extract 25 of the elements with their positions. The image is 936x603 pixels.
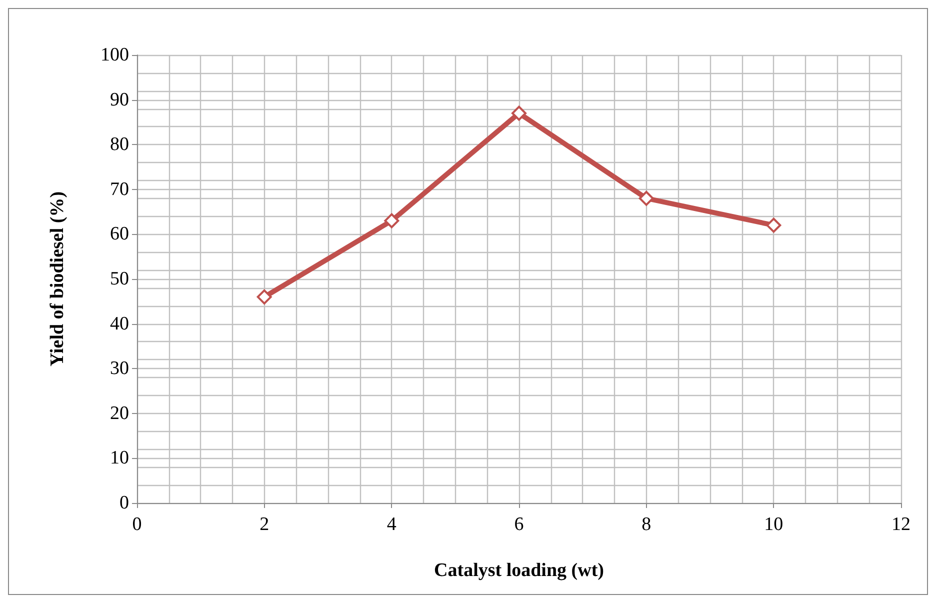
y-tick-label: 90 bbox=[110, 89, 129, 110]
y-tick-label: 40 bbox=[110, 313, 129, 334]
x-tick-label: 0 bbox=[132, 514, 142, 535]
y-tick-label: 10 bbox=[110, 448, 129, 469]
point bbox=[766, 218, 782, 233]
y-tick-label: 70 bbox=[110, 178, 129, 200]
y-tick-label: 20 bbox=[110, 402, 129, 424]
x-tick-label: 10 bbox=[764, 514, 784, 535]
x-tick-label: 12 bbox=[892, 514, 910, 535]
y-tick-label: 60 bbox=[110, 224, 129, 245]
y-axis-title: Yield of biodiesel (%) bbox=[47, 191, 68, 367]
point bbox=[256, 289, 272, 304]
y-tick-label: 100 bbox=[100, 44, 129, 66]
point bbox=[512, 106, 526, 121]
y-tick-label: 50 bbox=[110, 268, 129, 290]
x-tick-label: 2 bbox=[260, 514, 270, 535]
x-tick-label: 8 bbox=[642, 514, 652, 535]
y-tick-label: 0 bbox=[120, 492, 129, 514]
y-tick-label: 80 bbox=[110, 134, 129, 156]
point bbox=[638, 190, 654, 206]
x-tick-label: 4 bbox=[386, 514, 397, 535]
x-tick-label: 6 bbox=[514, 514, 524, 535]
x-axis-title: Catalyst loading (wt) bbox=[434, 560, 604, 581]
y-tick-label: 30 bbox=[110, 358, 129, 380]
point bbox=[384, 213, 400, 228]
